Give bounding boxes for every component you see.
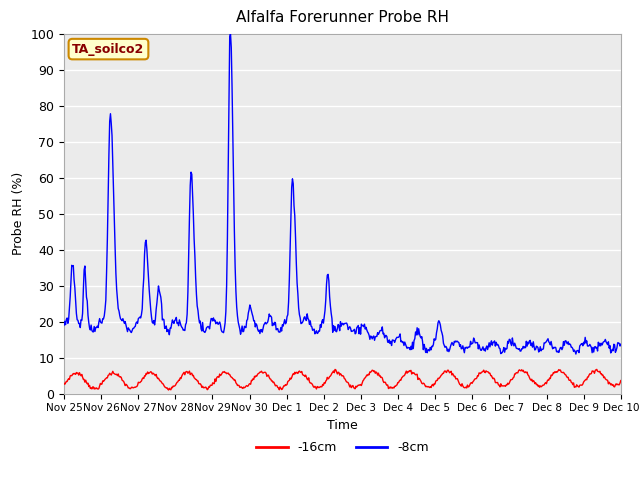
Y-axis label: Probe RH (%): Probe RH (%)	[12, 172, 25, 255]
X-axis label: Time: Time	[327, 419, 358, 432]
Legend: -16cm, -8cm: -16cm, -8cm	[252, 436, 433, 459]
Title: Alfalfa Forerunner Probe RH: Alfalfa Forerunner Probe RH	[236, 11, 449, 25]
Text: TA_soilco2: TA_soilco2	[72, 43, 145, 56]
